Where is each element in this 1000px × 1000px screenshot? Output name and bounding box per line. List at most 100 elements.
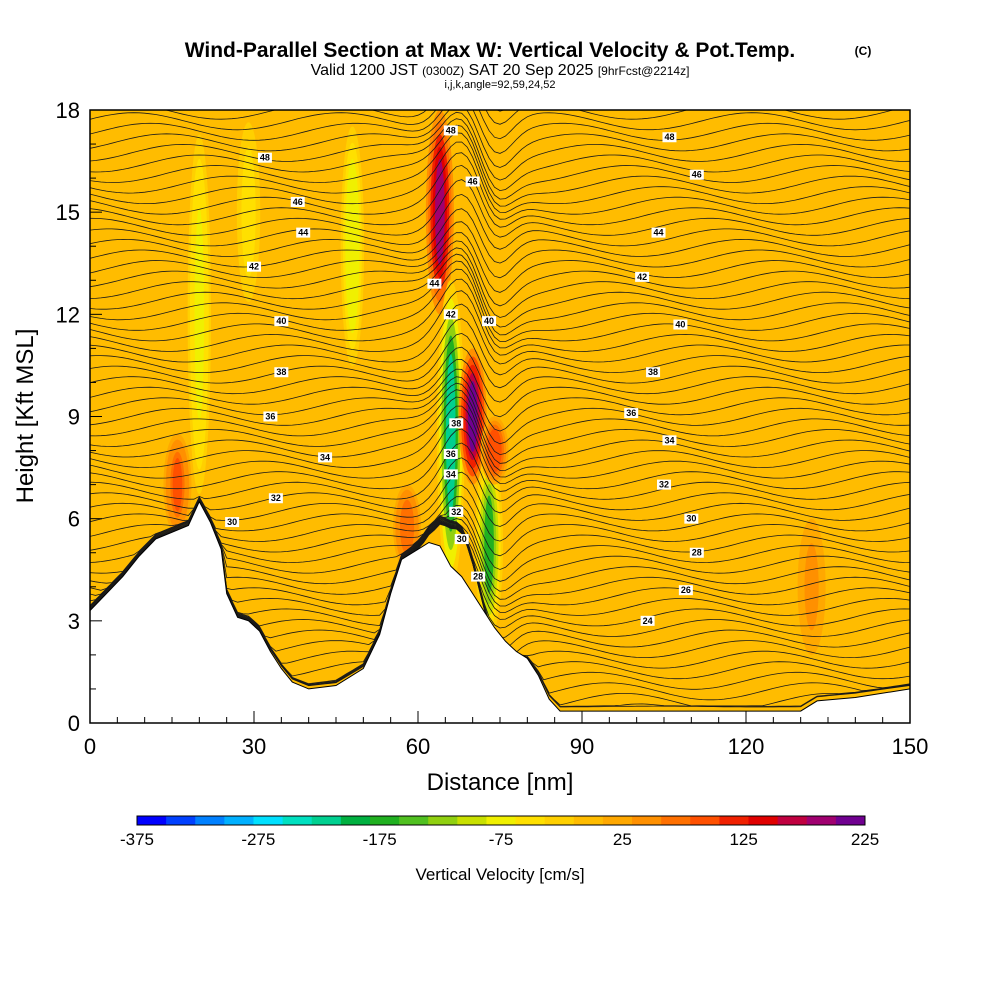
isentrope-label-box <box>443 125 458 136</box>
isentrope-line <box>90 497 910 582</box>
isentrope-label-box <box>449 418 464 429</box>
colorbar-swatch <box>690 816 720 825</box>
colorbar-swatch <box>573 816 604 825</box>
isentrope-line <box>90 501 910 620</box>
y-tick-label: 12 <box>56 302 80 327</box>
x-tick-label: 30 <box>242 734 266 759</box>
isentrope-label-box <box>640 615 655 626</box>
isentrope-label: 38 <box>276 367 286 377</box>
isentrope-label: 32 <box>659 480 669 490</box>
isentrope-line <box>90 290 910 356</box>
isentrope-label: 34 <box>446 469 456 479</box>
isentrope-label: 28 <box>473 572 483 582</box>
isentrope-label: 30 <box>686 514 696 524</box>
y-tick-label: 9 <box>68 405 80 430</box>
isentrope-label: 46 <box>468 177 478 187</box>
isentrope-line <box>90 318 910 376</box>
isentrope-line <box>90 416 910 484</box>
colorbar-swatch <box>632 816 662 825</box>
isentrope-label-box <box>263 411 278 422</box>
colorbar-swatch <box>340 816 371 825</box>
isentrope-label: 34 <box>664 435 674 445</box>
isentrope-label-box <box>684 513 699 524</box>
y-tick-label: 15 <box>56 200 80 225</box>
isentrope-line <box>90 442 910 502</box>
isentrope-line <box>90 268 910 342</box>
colorbar: -375 -275 -175 -75 25 125 225 <box>120 815 879 849</box>
colorbar-swatch <box>748 816 779 825</box>
isentrope-label-box <box>662 132 677 143</box>
isentrope-label: 38 <box>451 418 461 428</box>
isentrope-label: 46 <box>293 197 303 207</box>
isentrope-line <box>90 358 910 418</box>
colorbar-swatch <box>224 816 254 825</box>
isentrope-line <box>90 124 910 200</box>
isentrope-label-box <box>443 448 458 459</box>
isentrope-line <box>90 260 910 336</box>
isentrope-label-box <box>624 408 639 419</box>
isentrope-line <box>164 110 895 125</box>
isentrope-line <box>90 382 910 456</box>
valid-time: Valid 1200 JST (0300Z) SAT 20 Sep 2025 [… <box>311 62 690 79</box>
colorbar-swatch <box>253 816 284 825</box>
isentrope-label: 40 <box>484 316 494 326</box>
colorbar-swatch <box>777 816 808 825</box>
colorbar-swatch <box>369 816 400 825</box>
isentrope-label: 30 <box>457 534 467 544</box>
velocity-feature <box>347 175 358 318</box>
chart-title: Wind-Parallel Section at Max W: Vertical… <box>185 39 796 62</box>
isentrope-label: 42 <box>249 262 259 272</box>
colorbar-tick-label: 125 <box>729 830 757 849</box>
y-tick-label: 0 <box>68 711 80 736</box>
colorbar-swatch <box>806 816 837 825</box>
isentrope-line <box>496 110 505 112</box>
colorbar-swatch <box>195 816 225 825</box>
colorbar-swatch <box>282 816 313 825</box>
isentrope-label-box <box>274 316 289 327</box>
isentrope-line <box>90 376 910 445</box>
isentrope-line <box>90 179 910 238</box>
isentrope-line <box>90 232 910 293</box>
colorbar-swatch <box>602 816 633 825</box>
copyright-mark: (C) <box>855 44 872 58</box>
isentrope-label: 34 <box>320 452 330 462</box>
isentrope-label-box <box>657 479 671 490</box>
isentrope-label-box <box>482 316 497 327</box>
isentrope-label-box <box>247 261 261 272</box>
isentrope-label-box <box>290 196 305 207</box>
isentrope-line <box>90 496 910 557</box>
isentrope-label-box <box>689 169 704 180</box>
isentrope-label: 48 <box>664 132 674 142</box>
isentrope-line <box>90 396 910 471</box>
terrain-mask <box>90 500 910 723</box>
x-tick-label: 150 <box>892 734 929 759</box>
isentrope-line <box>90 110 910 168</box>
isentrope-label-box <box>651 227 666 238</box>
x-tick-label: 60 <box>406 734 430 759</box>
isentrope-label-box <box>673 319 688 330</box>
isentrope-line <box>90 405 910 478</box>
isentrope-label: 48 <box>446 125 456 135</box>
isentrope-line <box>90 497 910 570</box>
isentrope-label-box <box>449 506 464 517</box>
colorbar-swatch <box>457 816 487 825</box>
colorbar-swatch <box>515 816 546 825</box>
isentrope-label: 46 <box>692 170 702 180</box>
isentrope-line <box>90 499 910 607</box>
isentrope-label-box <box>454 534 469 545</box>
colorbar-swatch <box>544 816 575 825</box>
isentrope-label-box <box>427 278 442 289</box>
isentrope-line <box>90 457 910 514</box>
isentrope-line <box>90 164 910 228</box>
colorbar-tick-label: -275 <box>241 830 275 849</box>
isentrope-label-box <box>678 585 693 596</box>
x-tick-label: 90 <box>570 734 594 759</box>
isentrope-label: 30 <box>227 517 237 527</box>
velocity-feature <box>243 159 254 266</box>
y-tick-label: 6 <box>68 507 80 532</box>
isentrope-label-box <box>689 547 704 558</box>
colorbar-swatch <box>399 816 429 825</box>
isentrope-label: 28 <box>692 548 702 558</box>
isentrope-label-box <box>465 176 480 187</box>
isentrope-label-box <box>471 571 486 582</box>
